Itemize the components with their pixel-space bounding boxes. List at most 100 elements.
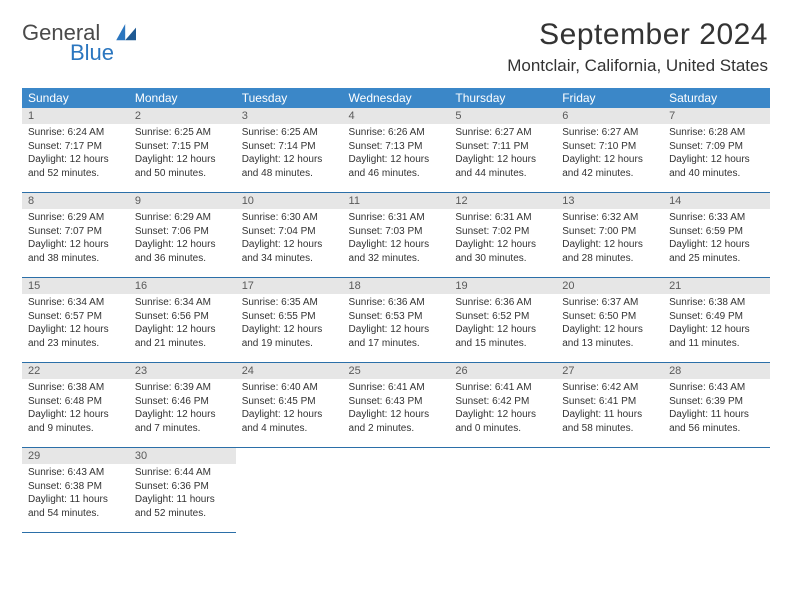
day-body: Sunrise: 6:27 AMSunset: 7:10 PMDaylight:…	[556, 124, 663, 180]
day-number: 29	[22, 448, 129, 464]
day-body: Sunrise: 6:43 AMSunset: 6:38 PMDaylight:…	[22, 464, 129, 520]
day-d2: and 2 minutes.	[349, 422, 444, 436]
day-sr: Sunrise: 6:38 AM	[28, 381, 123, 395]
calendar-week-row: 8Sunrise: 6:29 AMSunset: 7:07 PMDaylight…	[22, 193, 770, 278]
calendar-day-cell	[236, 448, 343, 533]
day-sr: Sunrise: 6:27 AM	[562, 126, 657, 140]
day-ss: Sunset: 7:11 PM	[455, 140, 550, 154]
day-ss: Sunset: 6:41 PM	[562, 395, 657, 409]
day-d2: and 23 minutes.	[28, 337, 123, 351]
day-ss: Sunset: 6:36 PM	[135, 480, 230, 494]
day-body: Sunrise: 6:29 AMSunset: 7:06 PMDaylight:…	[129, 209, 236, 265]
calendar-day-cell: 24Sunrise: 6:40 AMSunset: 6:45 PMDayligh…	[236, 363, 343, 448]
day-d1: Daylight: 12 hours	[455, 153, 550, 167]
day-ss: Sunset: 6:53 PM	[349, 310, 444, 324]
day-body: Sunrise: 6:27 AMSunset: 7:11 PMDaylight:…	[449, 124, 556, 180]
day-ss: Sunset: 6:55 PM	[242, 310, 337, 324]
weekday-header: Wednesday	[343, 88, 450, 108]
calendar-day-cell: 9Sunrise: 6:29 AMSunset: 7:06 PMDaylight…	[129, 193, 236, 278]
calendar-day-cell: 23Sunrise: 6:39 AMSunset: 6:46 PMDayligh…	[129, 363, 236, 448]
day-sr: Sunrise: 6:30 AM	[242, 211, 337, 225]
day-cell: 1Sunrise: 6:24 AMSunset: 7:17 PMDaylight…	[22, 108, 129, 192]
day-d1: Daylight: 12 hours	[455, 323, 550, 337]
day-body: Sunrise: 6:31 AMSunset: 7:03 PMDaylight:…	[343, 209, 450, 265]
day-d2: and 17 minutes.	[349, 337, 444, 351]
day-ss: Sunset: 7:02 PM	[455, 225, 550, 239]
day-ss: Sunset: 6:42 PM	[455, 395, 550, 409]
calendar-day-cell	[343, 448, 450, 533]
day-ss: Sunset: 7:06 PM	[135, 225, 230, 239]
day-body: Sunrise: 6:24 AMSunset: 7:17 PMDaylight:…	[22, 124, 129, 180]
day-sr: Sunrise: 6:33 AM	[669, 211, 764, 225]
day-number: 7	[663, 108, 770, 124]
day-body: Sunrise: 6:37 AMSunset: 6:50 PMDaylight:…	[556, 294, 663, 350]
day-d2: and 46 minutes.	[349, 167, 444, 181]
day-body: Sunrise: 6:25 AMSunset: 7:15 PMDaylight:…	[129, 124, 236, 180]
day-cell: 29Sunrise: 6:43 AMSunset: 6:38 PMDayligh…	[22, 448, 129, 532]
calendar-day-cell	[449, 448, 556, 533]
day-sr: Sunrise: 6:36 AM	[349, 296, 444, 310]
day-number: 1	[22, 108, 129, 124]
title-block: September 2024 Montclair, California, Un…	[507, 18, 770, 76]
day-d2: and 4 minutes.	[242, 422, 337, 436]
day-d1: Daylight: 12 hours	[28, 238, 123, 252]
day-d2: and 48 minutes.	[242, 167, 337, 181]
day-d2: and 34 minutes.	[242, 252, 337, 266]
day-number: 13	[556, 193, 663, 209]
day-d2: and 9 minutes.	[28, 422, 123, 436]
calendar-day-cell	[663, 448, 770, 533]
calendar-day-cell: 21Sunrise: 6:38 AMSunset: 6:49 PMDayligh…	[663, 278, 770, 363]
day-cell: 27Sunrise: 6:42 AMSunset: 6:41 PMDayligh…	[556, 363, 663, 447]
day-d1: Daylight: 12 hours	[455, 408, 550, 422]
day-d2: and 50 minutes.	[135, 167, 230, 181]
day-body: Sunrise: 6:38 AMSunset: 6:49 PMDaylight:…	[663, 294, 770, 350]
calendar-day-cell: 7Sunrise: 6:28 AMSunset: 7:09 PMDaylight…	[663, 108, 770, 193]
day-d1: Daylight: 12 hours	[349, 238, 444, 252]
day-cell	[343, 448, 450, 532]
day-number: 12	[449, 193, 556, 209]
day-cell: 8Sunrise: 6:29 AMSunset: 7:07 PMDaylight…	[22, 193, 129, 277]
day-cell: 24Sunrise: 6:40 AMSunset: 6:45 PMDayligh…	[236, 363, 343, 447]
day-ss: Sunset: 6:59 PM	[669, 225, 764, 239]
day-cell: 14Sunrise: 6:33 AMSunset: 6:59 PMDayligh…	[663, 193, 770, 277]
day-sr: Sunrise: 6:27 AM	[455, 126, 550, 140]
day-sr: Sunrise: 6:37 AM	[562, 296, 657, 310]
day-number: 20	[556, 278, 663, 294]
day-cell: 26Sunrise: 6:41 AMSunset: 6:42 PMDayligh…	[449, 363, 556, 447]
calendar-day-cell: 8Sunrise: 6:29 AMSunset: 7:07 PMDaylight…	[22, 193, 129, 278]
day-number: 30	[129, 448, 236, 464]
logo-text: General Blue	[22, 22, 114, 64]
day-cell: 3Sunrise: 6:25 AMSunset: 7:14 PMDaylight…	[236, 108, 343, 192]
day-ss: Sunset: 6:48 PM	[28, 395, 123, 409]
day-d2: and 42 minutes.	[562, 167, 657, 181]
day-d2: and 44 minutes.	[455, 167, 550, 181]
day-d2: and 28 minutes.	[562, 252, 657, 266]
day-d1: Daylight: 11 hours	[562, 408, 657, 422]
calendar-week-row: 1Sunrise: 6:24 AMSunset: 7:17 PMDaylight…	[22, 108, 770, 193]
day-cell: 21Sunrise: 6:38 AMSunset: 6:49 PMDayligh…	[663, 278, 770, 362]
day-cell: 19Sunrise: 6:36 AMSunset: 6:52 PMDayligh…	[449, 278, 556, 362]
day-d2: and 54 minutes.	[28, 507, 123, 521]
day-ss: Sunset: 6:43 PM	[349, 395, 444, 409]
day-cell: 17Sunrise: 6:35 AMSunset: 6:55 PMDayligh…	[236, 278, 343, 362]
day-ss: Sunset: 7:17 PM	[28, 140, 123, 154]
day-number: 2	[129, 108, 236, 124]
calendar-day-cell: 19Sunrise: 6:36 AMSunset: 6:52 PMDayligh…	[449, 278, 556, 363]
day-ss: Sunset: 7:13 PM	[349, 140, 444, 154]
day-d2: and 30 minutes.	[455, 252, 550, 266]
day-cell: 23Sunrise: 6:39 AMSunset: 6:46 PMDayligh…	[129, 363, 236, 447]
weekday-header: Saturday	[663, 88, 770, 108]
day-sr: Sunrise: 6:34 AM	[28, 296, 123, 310]
day-d1: Daylight: 12 hours	[28, 408, 123, 422]
day-d2: and 0 minutes.	[455, 422, 550, 436]
weekday-header-row: Sunday Monday Tuesday Wednesday Thursday…	[22, 88, 770, 108]
day-d1: Daylight: 11 hours	[28, 493, 123, 507]
day-body: Sunrise: 6:26 AMSunset: 7:13 PMDaylight:…	[343, 124, 450, 180]
day-sr: Sunrise: 6:31 AM	[455, 211, 550, 225]
day-body: Sunrise: 6:36 AMSunset: 6:52 PMDaylight:…	[449, 294, 556, 350]
day-ss: Sunset: 7:04 PM	[242, 225, 337, 239]
day-d1: Daylight: 12 hours	[135, 238, 230, 252]
weekday-header: Sunday	[22, 88, 129, 108]
day-ss: Sunset: 6:45 PM	[242, 395, 337, 409]
day-number: 21	[663, 278, 770, 294]
